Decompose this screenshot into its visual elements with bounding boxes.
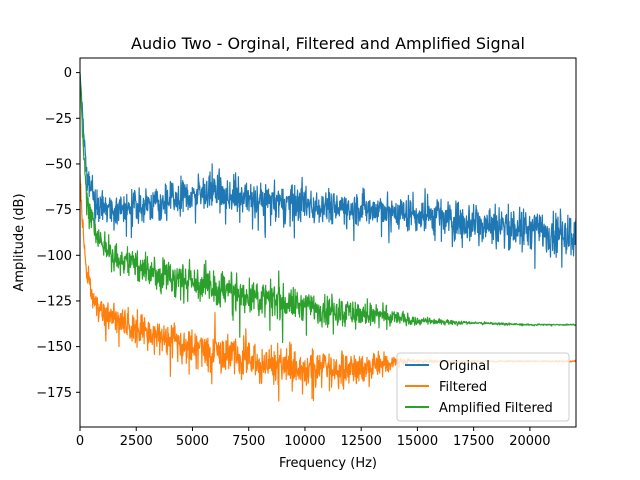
y-tick-label: −100 <box>36 249 72 264</box>
y-tick-label: 0 <box>64 66 72 81</box>
series-line-0 <box>80 72 576 269</box>
legend: Original Filtered Amplified Filtered <box>396 352 570 422</box>
y-tick-label: −75 <box>45 203 72 218</box>
series-line-2 <box>80 74 576 344</box>
x-tick-label: 15000 <box>397 434 438 449</box>
legend-box <box>396 352 570 422</box>
x-axis-label: Frequency (Hz) <box>279 456 377 471</box>
x-tick-label: 10000 <box>284 434 325 449</box>
y-axis-label: Amplitude (dB) <box>12 193 27 291</box>
x-axis: 0 2500 5000 7500 10000 12500 15000 17500 20000 <box>76 427 551 449</box>
x-tick-label: 17500 <box>453 434 494 449</box>
y-tick-label: −50 <box>45 157 72 172</box>
legend-label: Amplified Filtered <box>439 401 553 416</box>
axes-frame <box>79 57 577 428</box>
x-tick-label: 20000 <box>509 434 550 449</box>
x-tick-label: 5000 <box>176 434 209 449</box>
y-axis: 0 −25 −50 −75 −100 −125 −150 −175 <box>36 66 80 401</box>
y-tick-label: −25 <box>45 112 72 127</box>
legend-label: Original <box>439 359 490 374</box>
x-tick-label: 2500 <box>120 434 153 449</box>
x-tick-label: 12500 <box>340 434 381 449</box>
y-tick-label: −150 <box>36 340 72 355</box>
y-tick-label: −175 <box>36 386 72 401</box>
y-tick-label: −125 <box>36 294 72 309</box>
legend-label: Filtered <box>439 380 487 395</box>
x-tick-label: 0 <box>76 434 84 449</box>
x-tick-label: 7500 <box>232 434 265 449</box>
chart-title: Audio Two - Orginal, Filtered and Amplif… <box>131 34 525 53</box>
